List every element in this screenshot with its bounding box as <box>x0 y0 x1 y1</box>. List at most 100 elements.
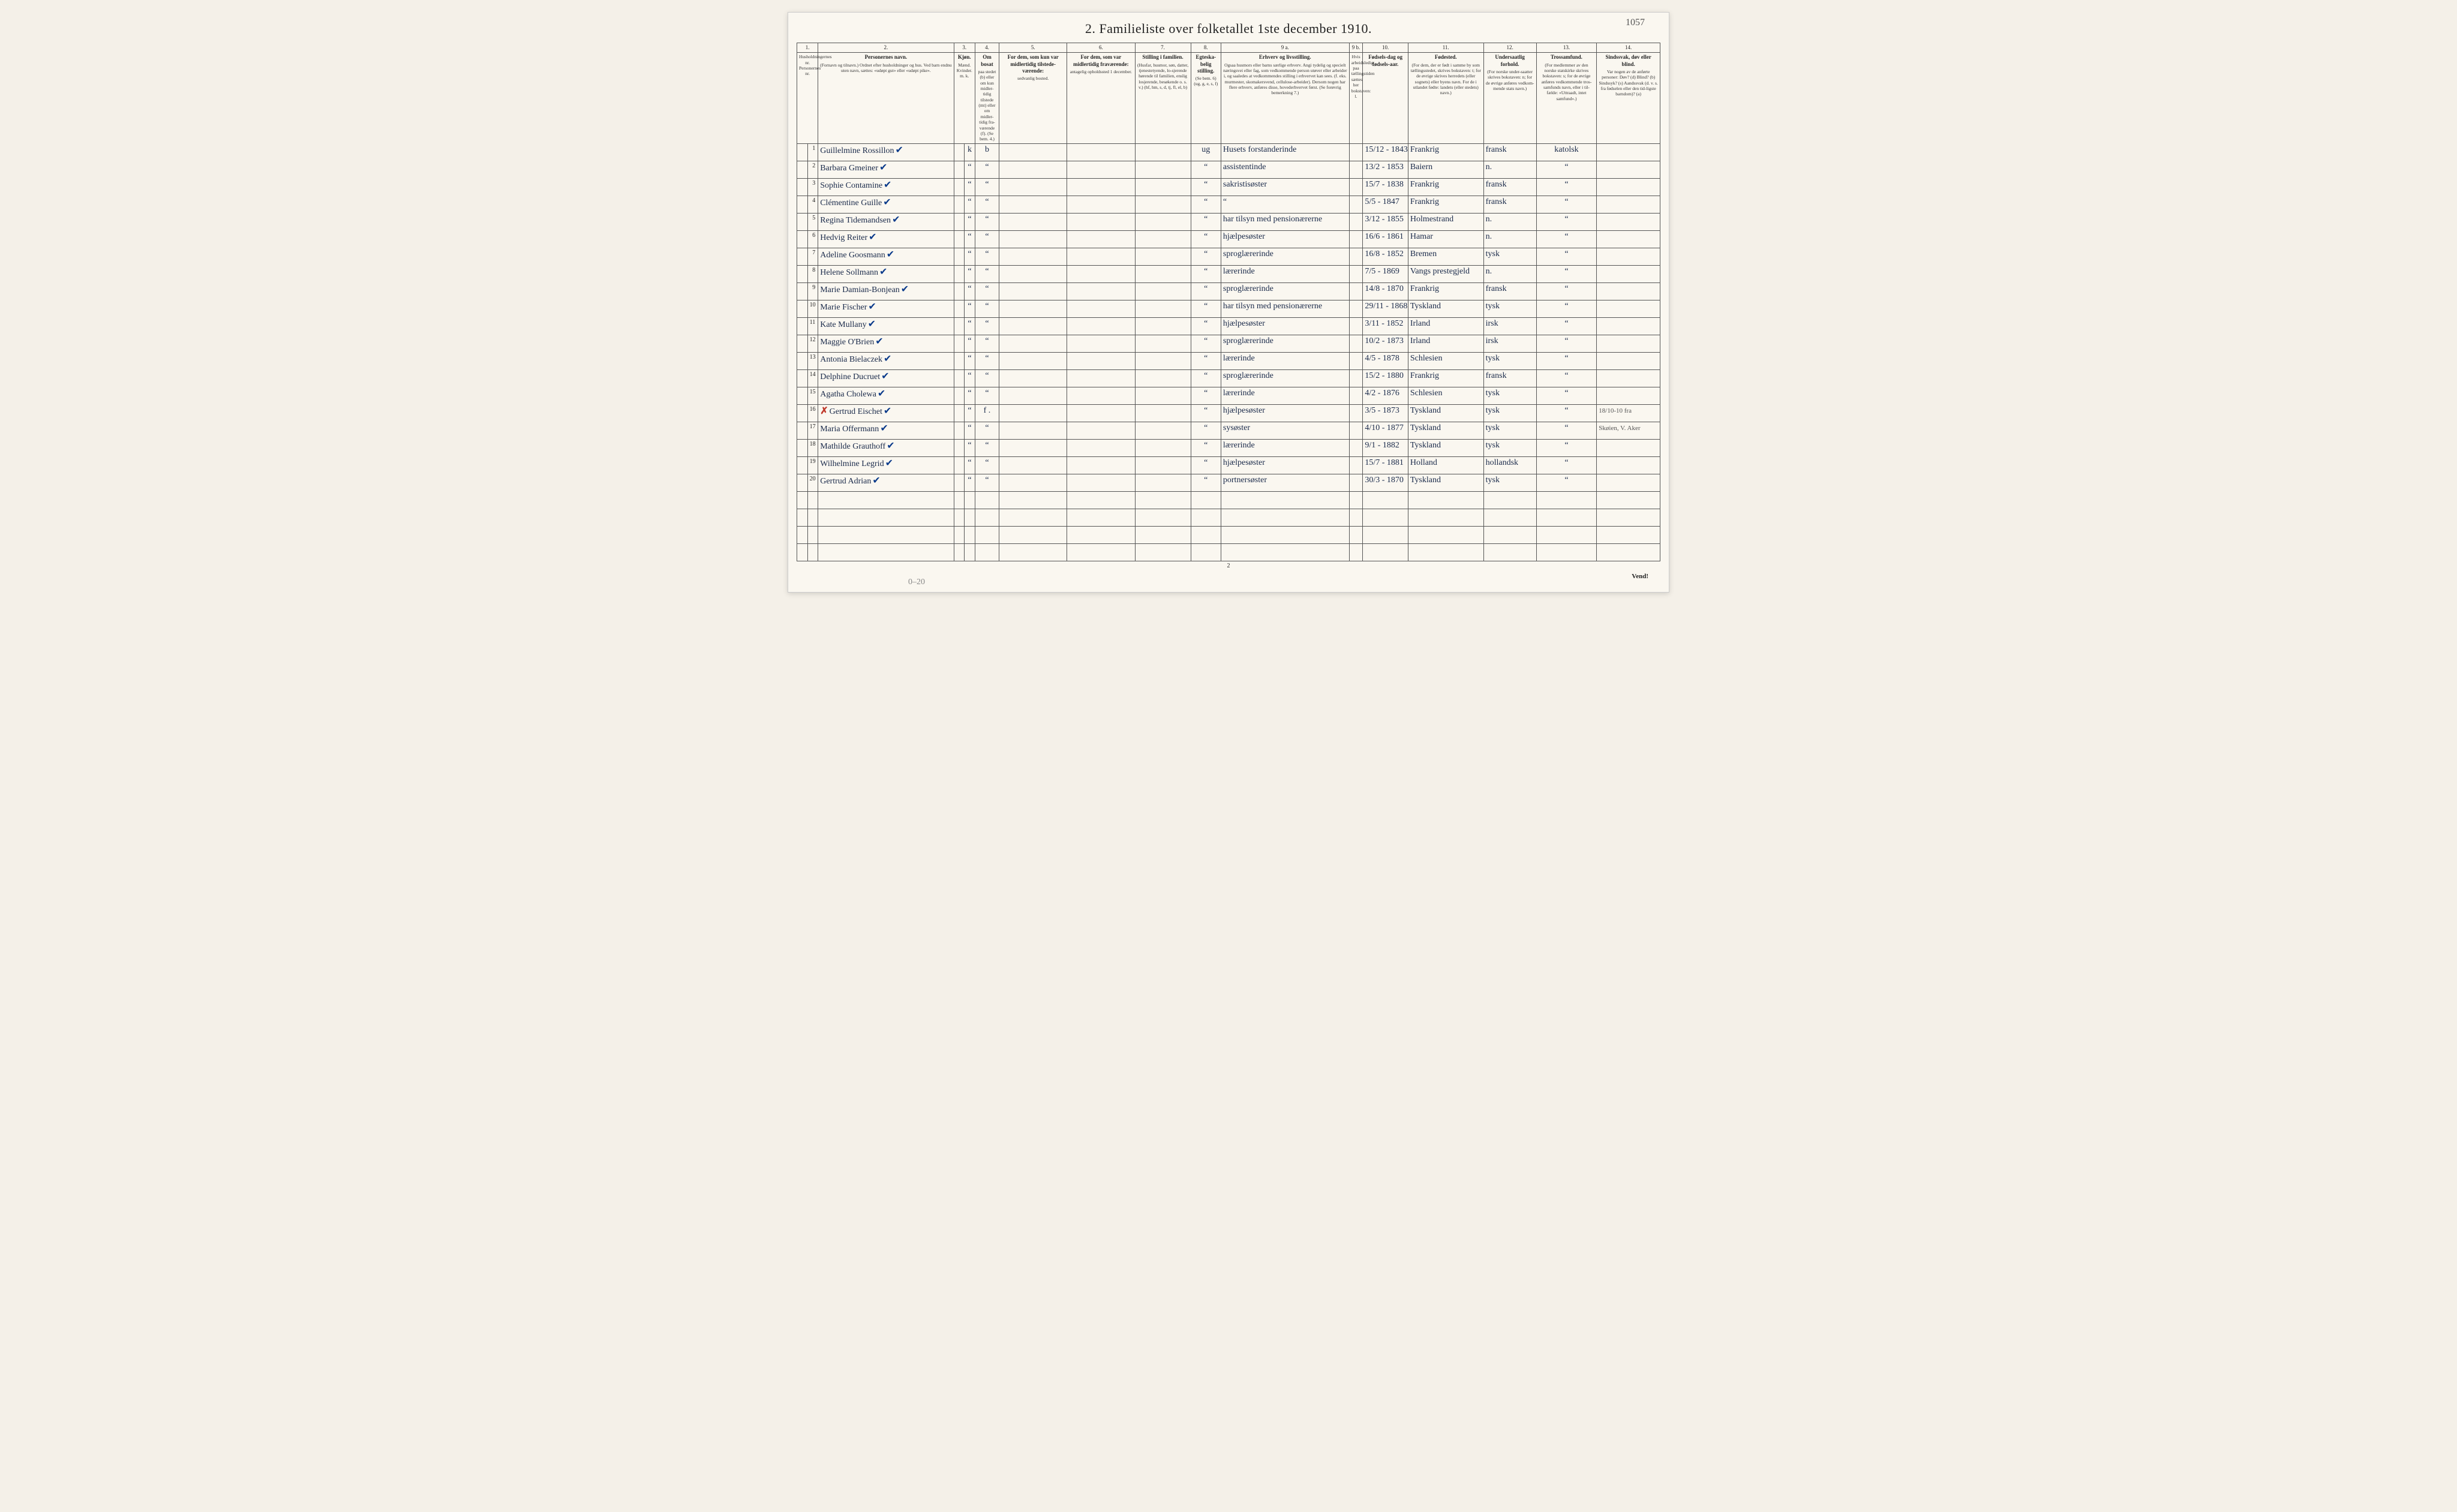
cell-temp-present <box>999 282 1067 300</box>
hdr-4: Om bosatpaa stedet (b) eller om kun midl… <box>975 53 999 143</box>
cell-religion: “ <box>1536 248 1597 265</box>
cell-temp-absent <box>1067 352 1135 369</box>
cell-sex-m <box>954 196 965 213</box>
colnum-10: 10. <box>1363 43 1408 53</box>
cell-sex-m <box>954 387 965 404</box>
cell-sex-m <box>954 178 965 196</box>
cell-occupation: sproglærerinde <box>1221 282 1349 300</box>
cell-sex-m <box>954 282 965 300</box>
cell-religion: “ <box>1536 265 1597 282</box>
cell-person-nr: 14 <box>807 369 818 387</box>
table-header: 1. 2. 3. 4. 5. 6. 7. 8. 9 a. 9 b. 10. 11… <box>797 43 1660 144</box>
cell-blank <box>975 491 999 509</box>
table-row: 1Guillelmine Rossillon✔kbugHusets forsta… <box>797 143 1660 161</box>
cell-unemployed <box>1349 230 1363 248</box>
cell-birthdate: 16/6 - 1861 <box>1363 230 1408 248</box>
cell-temp-present <box>999 439 1067 456</box>
cell-temp-absent <box>1067 369 1135 387</box>
cell-sex-m <box>954 300 965 317</box>
cell-blank <box>999 509 1067 526</box>
cell-person-nr: 8 <box>807 265 818 282</box>
cell-birthdate: 4/2 - 1876 <box>1363 387 1408 404</box>
cell-name: Delphine Ducruet✔ <box>818 369 954 387</box>
cell-occupation: hjælpesøster <box>1221 317 1349 335</box>
hdr-9b: Hvis arbeidsledig paa tællingstiden sætt… <box>1349 53 1363 143</box>
cell-unemployed <box>1349 265 1363 282</box>
checkmark-icon: ✔ <box>896 145 903 156</box>
cell-blank <box>1067 491 1135 509</box>
cell-unemployed <box>1349 248 1363 265</box>
cell-temp-absent <box>1067 143 1135 161</box>
cell-household-nr <box>797 248 808 265</box>
cell-blank <box>1135 491 1191 509</box>
table-row: 3Sophie Contamine✔“““sakristisøster15/7 … <box>797 178 1660 196</box>
cell-blank <box>1067 526 1135 543</box>
cell-religion: “ <box>1536 439 1597 456</box>
cell-household-nr <box>797 387 808 404</box>
checkmark-icon: ✔ <box>884 180 891 191</box>
cell-household-nr <box>797 161 808 178</box>
cell-birthdate: 3/11 - 1852 <box>1363 317 1408 335</box>
cell-disability <box>1597 265 1660 282</box>
cell-religion: “ <box>1536 456 1597 474</box>
checkmark-icon: ✔ <box>887 250 894 260</box>
table-row: 12Maggie O'Brien✔“““sproglærerinde10/2 -… <box>797 335 1660 352</box>
cell-blank <box>1408 526 1483 543</box>
cell-blank <box>975 526 999 543</box>
margin-note: Skøien, V. Aker <box>1599 425 1640 432</box>
colnum-13: 13. <box>1536 43 1597 53</box>
cell-blank <box>1597 509 1660 526</box>
cell-marital: “ <box>1191 213 1221 230</box>
cell-sex-k: k <box>965 143 975 161</box>
cell-sex-k: “ <box>965 422 975 439</box>
cell-name: Agatha Cholewa✔ <box>818 387 954 404</box>
cell-blank <box>954 543 965 561</box>
cell-unemployed <box>1349 178 1363 196</box>
margin-note: 18/10-10 fra <box>1599 407 1632 414</box>
cell-marital: “ <box>1191 369 1221 387</box>
cell-blank <box>1408 543 1483 561</box>
cell-temp-present <box>999 317 1067 335</box>
cell-blank <box>1349 526 1363 543</box>
cell-name: Maria Offermann✔ <box>818 422 954 439</box>
cell-bosat: “ <box>975 474 999 491</box>
cell-blank <box>965 526 975 543</box>
cell-unemployed <box>1349 317 1363 335</box>
table-row-blank <box>797 526 1660 543</box>
cell-religion: “ <box>1536 213 1597 230</box>
cell-blank <box>1483 509 1536 526</box>
cell-occupation: sysøster <box>1221 422 1349 439</box>
colnum-3: 3. <box>954 43 975 53</box>
cell-family-position <box>1135 456 1191 474</box>
cell-blank <box>1483 526 1536 543</box>
cell-household-nr <box>797 196 808 213</box>
colnum-9b: 9 b. <box>1349 43 1363 53</box>
cell-disability <box>1597 439 1660 456</box>
cell-religion: “ <box>1536 404 1597 422</box>
checkmark-icon: ✔ <box>892 215 900 226</box>
cell-name: Guillelmine Rossillon✔ <box>818 143 954 161</box>
cell-blank <box>1221 526 1349 543</box>
hdr-11: Fødested.(For dem, der er født i samme b… <box>1408 53 1483 143</box>
cell-birthplace: Schlesien <box>1408 387 1483 404</box>
cell-birthplace: Tyskland <box>1408 404 1483 422</box>
cell-unemployed <box>1349 335 1363 352</box>
colnum-8: 8. <box>1191 43 1221 53</box>
cell-occupation: hjælpesøster <box>1221 456 1349 474</box>
person-name: Gertrud Eischet <box>830 407 882 416</box>
cell-marital: “ <box>1191 317 1221 335</box>
table-row: 18Mathilde Grauthoff✔“““lærerinde9/1 - 1… <box>797 439 1660 456</box>
cell-bosat: “ <box>975 213 999 230</box>
cell-blank <box>807 491 818 509</box>
hdr-1: Husholdningernes nr. Personernes nr. <box>797 53 818 143</box>
cell-religion: “ <box>1536 178 1597 196</box>
cell-sex-m <box>954 369 965 387</box>
cell-disability: 18/10-10 fra <box>1597 404 1660 422</box>
person-name: Sophie Contamine <box>820 181 882 190</box>
cell-birthplace: Schlesien <box>1408 352 1483 369</box>
cell-household-nr <box>797 404 808 422</box>
colnum-4: 4. <box>975 43 999 53</box>
cell-birthdate: 15/7 - 1881 <box>1363 456 1408 474</box>
hdr-6: For dem, som var midlertidig fraværende:… <box>1067 53 1135 143</box>
person-name: Delphine Ducruet <box>820 372 880 381</box>
